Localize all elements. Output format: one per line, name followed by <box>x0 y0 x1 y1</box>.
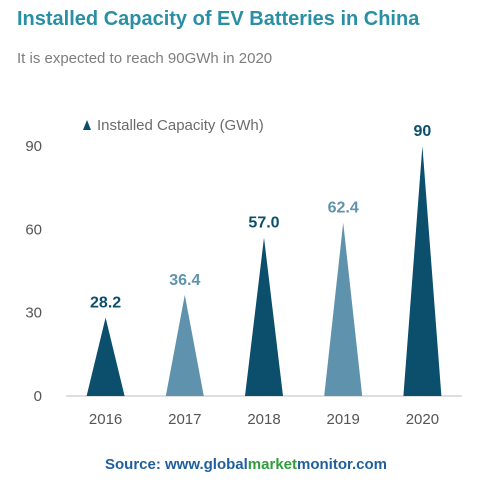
y-tick-label: 60 <box>25 221 42 238</box>
legend: Installed Capacity (GWh) <box>83 117 264 134</box>
x-tick-label: 2019 <box>327 411 360 428</box>
x-tick-label: 2016 <box>89 411 122 428</box>
source-part-global: global <box>203 456 248 473</box>
x-tick-label: 2018 <box>247 411 280 428</box>
source-part-monitor: monitor <box>297 456 352 473</box>
data-label: 90 <box>414 123 432 140</box>
x-tick-label: 2017 <box>168 411 201 428</box>
y-tick-label: 90 <box>25 138 42 155</box>
source-part-market: market <box>247 456 297 473</box>
chart-title: Installed Capacity of EV Batteries in Ch… <box>17 8 420 30</box>
bar-2019 <box>324 222 363 396</box>
data-labels: 28.2 36.4 57.0 62.4 90 <box>90 123 431 312</box>
x-tick-label: 2020 <box>406 411 439 428</box>
data-label: 36.4 <box>169 272 200 289</box>
y-tick-label: 30 <box>25 305 42 322</box>
x-axis-ticks: 2016 2017 2018 2019 2020 <box>89 411 439 428</box>
data-label: 28.2 <box>90 295 121 312</box>
bars <box>86 146 442 396</box>
source-suffix: .com <box>352 456 388 473</box>
bar-2018 <box>245 237 283 396</box>
chart-subtitle: It is expected to reach 90GWh in 2020 <box>17 50 273 67</box>
source-credit: Source: www.globalmarketmonitor.com <box>0 456 492 473</box>
legend-label: Installed Capacity (GWh) <box>97 117 264 134</box>
source-prefix: Source: www. <box>104 456 204 473</box>
y-tick-label: 0 <box>34 388 42 405</box>
legend-triangle-icon <box>83 120 91 130</box>
bar-2016 <box>86 317 125 396</box>
bar-2020 <box>403 146 442 396</box>
data-label: 57.0 <box>248 215 279 232</box>
y-axis-ticks: 0 30 60 90 <box>25 138 42 405</box>
bar-2017 <box>165 294 204 396</box>
data-label: 62.4 <box>328 200 359 217</box>
